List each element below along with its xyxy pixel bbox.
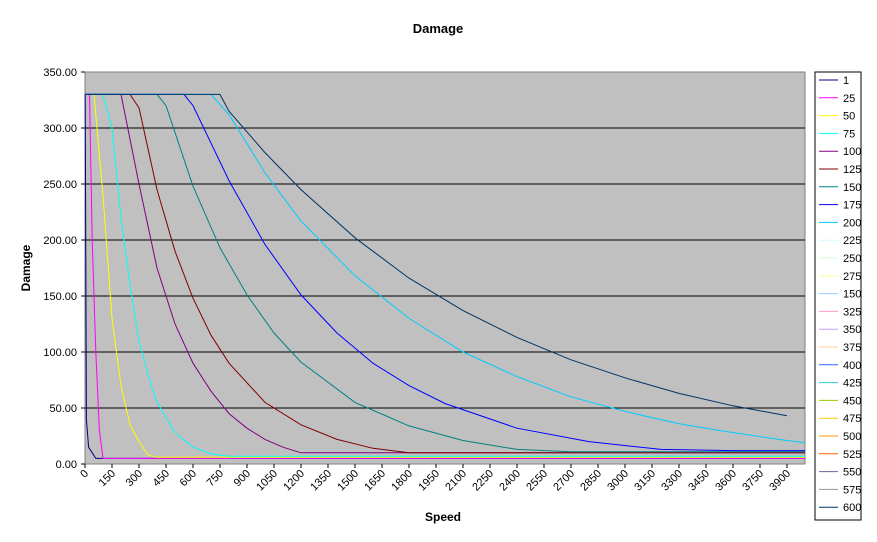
plot-area <box>84 71 806 465</box>
series-line-200 <box>85 93 806 444</box>
legend-box <box>814 71 862 521</box>
legend-label: 425 <box>843 378 861 390</box>
legend-label: 75 <box>843 128 855 140</box>
series-line-150 <box>85 93 805 453</box>
legend-label: 600 <box>843 502 861 514</box>
y-tick-label: 50.00 <box>49 403 77 415</box>
y-tick-label: 250.00 <box>43 179 77 191</box>
legend-label: 1 <box>843 75 849 87</box>
x-tick-label: 1500 <box>335 468 361 494</box>
x-tick-label: 3600 <box>713 468 739 494</box>
x-tick-label: 3300 <box>659 468 685 494</box>
series-lines <box>84 93 806 459</box>
legend-label: 200 <box>843 217 861 229</box>
x-tick-label: 3750 <box>740 468 766 494</box>
y-tick-label: 300.00 <box>43 123 77 135</box>
legend-label: 50 <box>843 111 855 123</box>
series-line-175 <box>85 93 805 452</box>
x-axis-ticks: 0 150 300 450 600 750 900 1050 1200 1350 1500 1650 1… <box>78 464 793 493</box>
legend-label: 400 <box>843 360 861 372</box>
legend-label: 225 <box>843 235 861 247</box>
x-tick-label: 1050 <box>254 468 280 494</box>
x-tick-label: 2400 <box>497 468 523 494</box>
x-tick-label: 3150 <box>632 468 658 494</box>
legend-label: 575 <box>843 484 861 496</box>
y-axis-label: Damage <box>19 244 33 291</box>
y-tick-label: 200.00 <box>43 235 77 247</box>
series-line-50 <box>85 93 805 458</box>
legend-label: 25 <box>843 93 855 105</box>
legend: 1255075100125150175200225250275150325350… <box>814 71 862 521</box>
x-tick-label: 2850 <box>578 468 604 494</box>
grid-lines <box>85 127 805 409</box>
x-tick-label: 1800 <box>389 468 415 494</box>
x-tick-label: 600 <box>178 468 199 489</box>
x-tick-label: 900 <box>232 468 253 489</box>
series-line-100 <box>85 93 805 454</box>
x-tick-label: 2250 <box>470 468 496 494</box>
series-line-75 <box>85 93 805 457</box>
x-tick-label: 300 <box>124 468 145 489</box>
legend-label: 275 <box>843 271 861 283</box>
legend-label: 325 <box>843 306 861 318</box>
legend-label: 450 <box>843 395 861 407</box>
x-tick-label: 1350 <box>308 468 334 494</box>
x-tick-label: 750 <box>205 468 226 489</box>
x-tick-label: 2700 <box>551 468 577 494</box>
x-tick-label: 3000 <box>605 468 631 494</box>
legend-label: 375 <box>843 342 861 354</box>
legend-label: 475 <box>843 413 861 425</box>
legend-label: 175 <box>843 200 861 212</box>
legend-label: 350 <box>843 324 861 336</box>
x-tick-label: 1650 <box>362 468 388 494</box>
y-tick-label: 350.00 <box>43 67 77 79</box>
y-axis-ticks: 0.00 50.00 100.00 150.00 200.00 250.00 300.00 3… <box>43 67 85 471</box>
series-line-600 <box>85 93 788 417</box>
series-line-25 <box>85 93 805 459</box>
legend-label: 100 <box>843 146 861 158</box>
x-tick-label: 3450 <box>686 468 712 494</box>
legend-label: 150 <box>843 182 861 194</box>
x-tick-label: 3900 <box>767 468 793 494</box>
legend-label: 125 <box>843 164 861 176</box>
x-tick-label: 2550 <box>524 468 550 494</box>
y-tick-label: 150.00 <box>43 291 77 303</box>
legend-label: 250 <box>843 253 861 265</box>
chart-title: Damage <box>413 21 464 36</box>
legend-label: 550 <box>843 467 861 479</box>
series-line-125 <box>85 93 805 454</box>
legend-label: 525 <box>843 449 861 461</box>
x-tick-label: 450 <box>151 468 172 489</box>
x-tick-label: 0 <box>78 468 91 481</box>
x-axis-label: Speed <box>425 510 461 524</box>
x-tick-label: 1950 <box>416 468 442 494</box>
x-tick-label: 2100 <box>443 468 469 494</box>
y-tick-label: 0.00 <box>56 459 77 471</box>
x-tick-label: 1200 <box>281 468 307 494</box>
legend-label: 150 <box>843 289 861 301</box>
y-tick-label: 100.00 <box>43 347 77 359</box>
legend-label: 500 <box>843 431 861 443</box>
x-tick-label: 150 <box>97 468 118 489</box>
